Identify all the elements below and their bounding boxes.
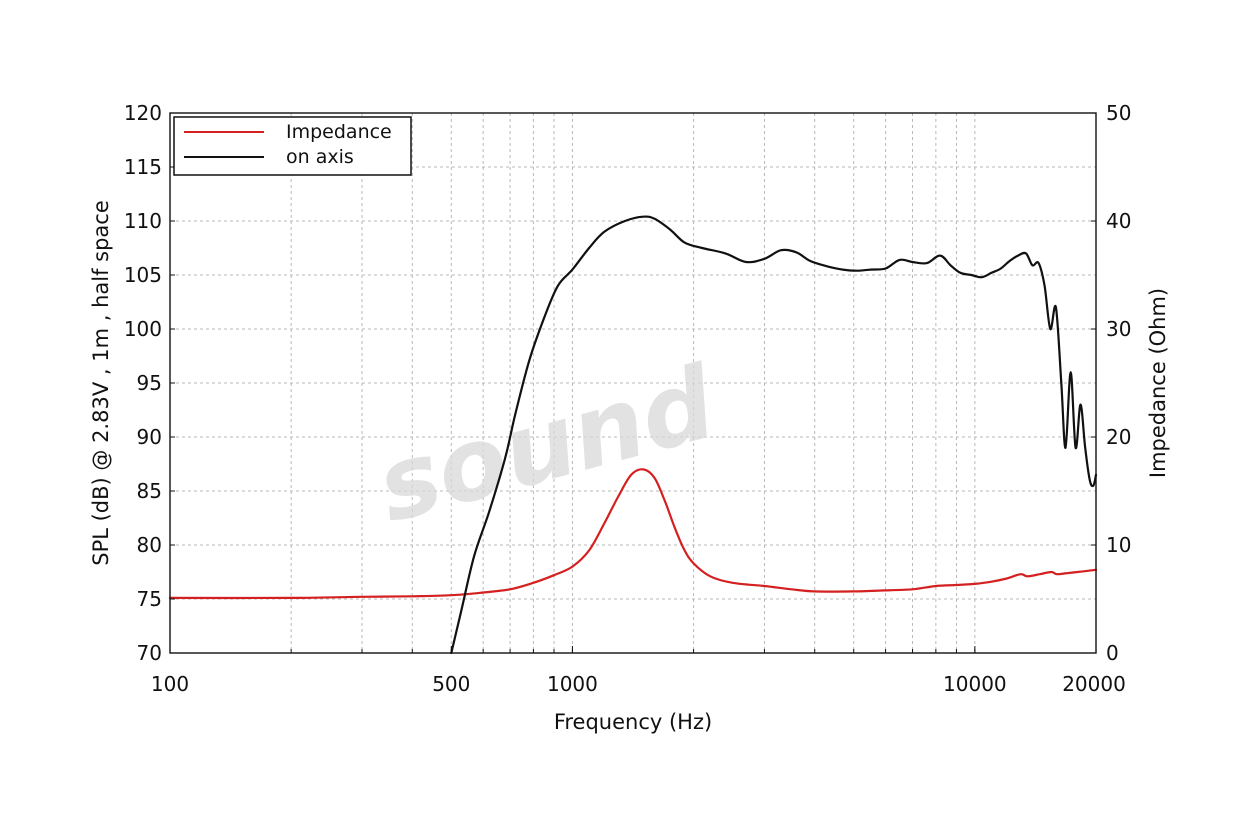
y-tick-label: 115	[124, 155, 162, 179]
x-tick-label: 10000	[943, 672, 1007, 696]
y-tick-label: 90	[137, 425, 162, 449]
x-tick-label: 100	[151, 672, 189, 696]
legend: Impedance on axis	[173, 116, 412, 176]
y-tick-label: 80	[137, 533, 162, 557]
y-tick-label: 100	[124, 317, 162, 341]
series-line-impedance	[168, 468, 1098, 600]
y-tick-label: 105	[124, 263, 162, 287]
y2-tick-label: 30	[1106, 317, 1131, 341]
x-tick-label: 20000	[1062, 672, 1126, 696]
y-tick-label: 95	[137, 371, 162, 395]
legend-box	[173, 116, 412, 176]
y-tick-label: 110	[124, 209, 162, 233]
y2-tick-label: 50	[1106, 101, 1131, 125]
y-tick-label: 85	[137, 479, 162, 503]
y2-axis-title: Impedance (Ohm)	[1146, 288, 1170, 478]
y-tick-label: 70	[137, 641, 162, 665]
y2-tick-label: 0	[1106, 641, 1119, 665]
x-axis-title: Frequency (Hz)	[554, 710, 712, 734]
y-tick-label: 75	[137, 587, 162, 611]
series-line-on-axis	[450, 215, 1098, 655]
y-tick-label: 120	[124, 101, 162, 125]
legend-label-on-axis: on axis	[286, 146, 354, 168]
y-axis-title: SPL (dB) @ 2.83V , 1m , half space	[89, 200, 113, 566]
grid-lines	[170, 113, 1096, 653]
y2-tick-label: 20	[1106, 425, 1131, 449]
axis-ticks: 70 75 80 85 90 95 100 105 110 115 120 0 10 20 30 40 50 10…	[124, 101, 1132, 696]
x-tick-label: 500	[432, 672, 470, 696]
y2-tick-label: 10	[1106, 533, 1131, 557]
series-layer	[168, 215, 1098, 655]
y2-tick-label: 40	[1106, 209, 1131, 233]
legend-label-impedance: Impedance	[286, 121, 392, 143]
x-tick-label: 1000	[547, 672, 598, 696]
